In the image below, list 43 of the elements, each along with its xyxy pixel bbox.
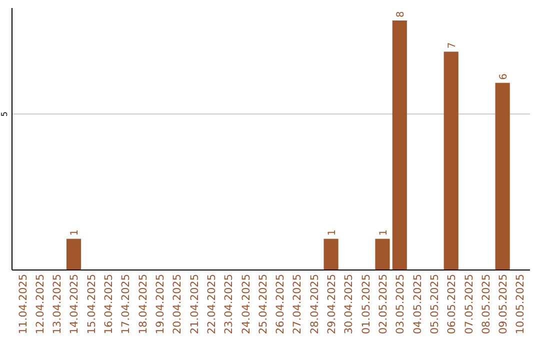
data-label: 8 (396, 11, 407, 18)
x-tick-label: 30.04.2025 (343, 274, 356, 334)
x-tick-label: 22.04.2025 (206, 274, 218, 334)
x-tick-label: 26.04.2025 (274, 274, 287, 334)
x-tick-label: 03.05.2025 (394, 274, 407, 334)
data-label: 1 (70, 229, 81, 236)
x-tick-label: 01.05.2025 (360, 274, 372, 334)
x-tick-label: 14.04.2025 (68, 274, 81, 334)
x-tick-label: 25.04.2025 (257, 274, 270, 334)
x-tick-label: 23.04.2025 (223, 274, 236, 334)
data-label: 1 (327, 229, 338, 236)
x-tick-label: 17.04.2025 (120, 274, 132, 334)
x-tick-label: 20.04.2025 (172, 274, 184, 334)
x-tick-label: 18.04.2025 (137, 274, 150, 334)
data-label: 6 (498, 73, 510, 80)
bar (495, 82, 510, 270)
x-tick-label: 24.04.2025 (240, 274, 252, 334)
bar (66, 238, 82, 270)
bar (375, 238, 390, 270)
x-tick-label: 07.05.2025 (463, 274, 476, 334)
x-tick-label: 12.04.2025 (34, 274, 46, 334)
x-tick-label: 06.05.2025 (446, 274, 458, 334)
x-tick-label: 28.04.2025 (308, 274, 321, 334)
x-tick-label: 16.04.2025 (103, 274, 116, 334)
x-tick-label: 15.04.2025 (86, 274, 98, 334)
x-tick-label: 27.04.2025 (292, 274, 304, 334)
y-tick-label: 5 (0, 112, 9, 117)
x-tick-label: 13.04.2025 (52, 274, 64, 334)
x-tick-label: 04.05.2025 (412, 274, 424, 334)
x-tick-label: 02.05.2025 (377, 274, 390, 334)
data-label: 1 (378, 229, 390, 236)
x-tick-label: 29.04.2025 (326, 274, 338, 334)
x-tick-label: 05.05.2025 (428, 274, 441, 334)
x-tick-label: 08.05.2025 (480, 274, 492, 334)
data-label: 7 (447, 42, 458, 49)
x-tick-label: 21.04.2025 (188, 274, 201, 334)
bar (324, 238, 338, 270)
x-tick-label: 11.04.2025 (17, 274, 30, 334)
x-tick-label: 10.05.2025 (514, 274, 527, 334)
x-tick-label: 19.04.2025 (154, 274, 167, 334)
bar (444, 52, 458, 270)
bar (392, 20, 407, 270)
x-tick-label: 09.05.2025 (498, 274, 510, 334)
